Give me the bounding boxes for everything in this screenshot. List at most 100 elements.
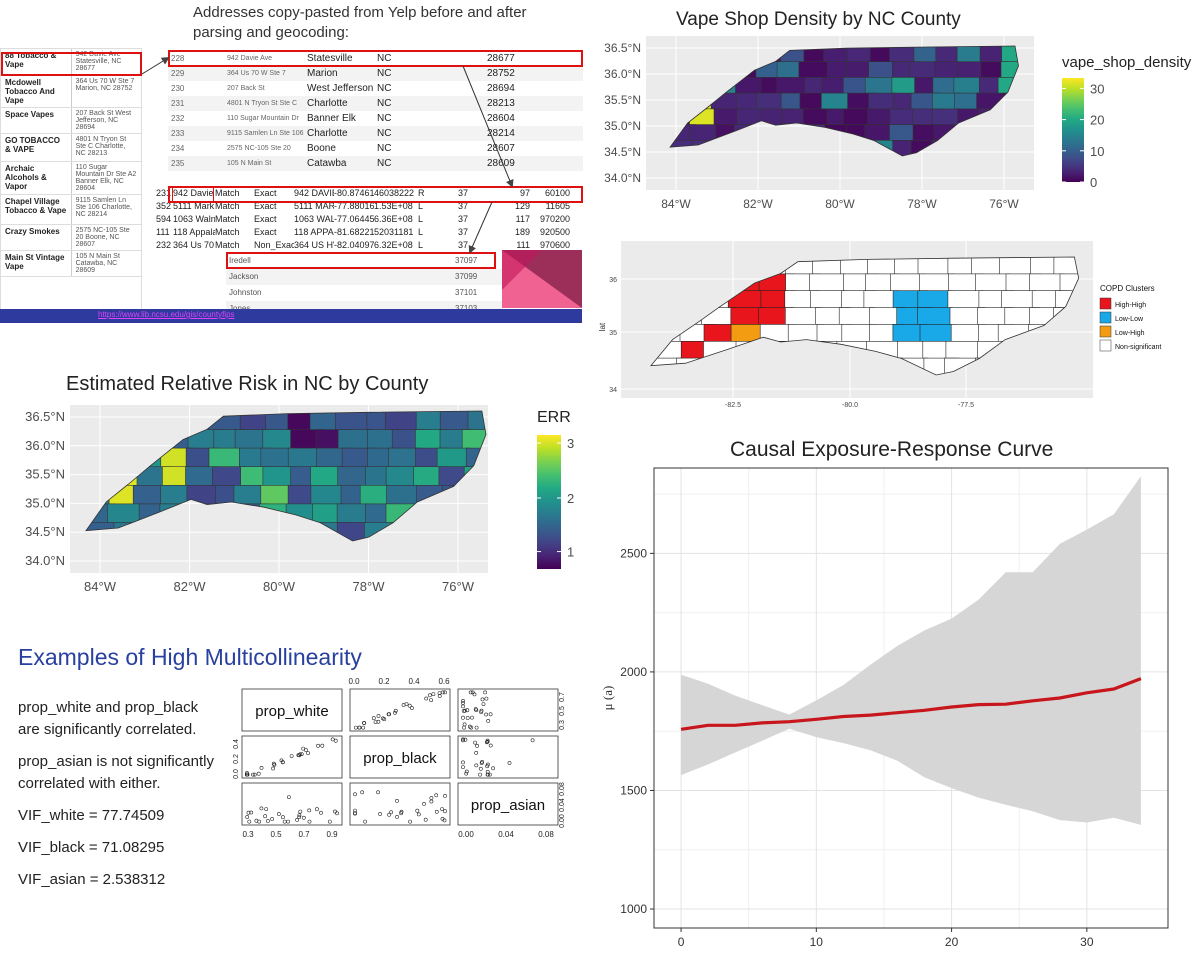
parsed-id: 228 — [171, 54, 185, 63]
y-tick-label: 2000 — [620, 665, 647, 679]
pairs-point — [478, 766, 483, 771]
geo-state-fips: 37 — [458, 201, 469, 211]
mc-line-1: prop_white and prop_black — [18, 699, 199, 716]
parsed-row: 234 2575 NC-105 Ste 20 Boone NC 28607 — [168, 141, 583, 156]
geo-type: Exact — [254, 214, 277, 224]
colorbar-tick-label: 0 — [1090, 175, 1097, 190]
pairs-point — [443, 690, 447, 695]
y-tick-label: 2500 — [620, 546, 647, 560]
pairs-right-tick: 0.5 — [559, 706, 566, 716]
colorbar — [1062, 78, 1084, 182]
pairs-point — [464, 769, 469, 774]
parsed-city: Marion — [307, 68, 338, 79]
pairs-point — [434, 809, 439, 814]
pairs-point — [474, 763, 479, 768]
fips-county: Johnston — [229, 288, 262, 297]
pairs-right-tick: 0.7 — [559, 692, 566, 702]
parsed-zip: 28677 — [487, 53, 515, 64]
pairs-point — [461, 737, 465, 742]
pairs-cell — [457, 735, 559, 779]
geo-lon: -82.04097 — [334, 240, 374, 250]
pairs-point — [469, 725, 474, 730]
geo-type: Non_Exact — [254, 240, 294, 250]
geo-tract: 1.53E+08 — [374, 201, 413, 211]
lat-tick-label: 36 — [609, 277, 617, 284]
listing-row: Archaic Alcohols & Vapor 110 Sugar Mounta… — [1, 161, 141, 195]
pairs-point — [361, 725, 366, 730]
geo-full: 942 DAVIE — [294, 188, 334, 198]
colorbar — [537, 435, 561, 569]
pairs-point — [393, 708, 398, 713]
vif-asian: VIF_asian = 2.538312 — [18, 871, 166, 888]
lon-tick-label: 76°W — [989, 197, 1019, 211]
county-fips-link[interactable]: https://www.lib.ncsu.edu/gis/countyfips — [98, 310, 235, 319]
causal-curve-chart: 0 10 20 30 1000 1500 2000 2500 μ (a) — [600, 467, 1169, 949]
fips-county: Jackson — [229, 272, 259, 281]
lat-tick-label: 34.0°N — [25, 553, 65, 568]
pairs-point — [315, 807, 319, 812]
pairs-point — [280, 760, 285, 765]
parsed-state: NC — [377, 98, 392, 109]
pairs-point — [437, 694, 442, 698]
pairs-right-tick: 0.08 — [559, 782, 566, 796]
parsed-state: NC — [377, 143, 392, 154]
listing-row: GO TOBACCO & VAPE 4801 N Tryon St Ste C C… — [1, 133, 141, 162]
pairs-bottom-tick: 0.7 — [298, 830, 310, 839]
err-map-panel: Estimated Relative Risk in NC by County … — [0, 365, 590, 605]
parsed-state: NC — [377, 83, 392, 94]
parsed-row: 235 105 N Main St Catawba NC 28609 — [168, 156, 583, 171]
colorbar-tick-label: 2 — [567, 491, 574, 506]
listing-address: 364 Us 70 W Ste 7 Marion, NC 28752 — [71, 75, 141, 108]
lat-tick-label: 35.0°N — [25, 495, 65, 510]
lon-tick-label: -82.5 — [725, 402, 741, 409]
pairs-point — [480, 760, 485, 764]
copd-legend-swatch — [1099, 339, 1112, 352]
pairs-point — [465, 708, 470, 713]
geo-tract: 6.32E+08 — [374, 240, 413, 250]
pairs-point — [473, 707, 478, 712]
parsed-id: 231 — [171, 99, 185, 108]
lat-tick-label: 34.5°N — [604, 145, 641, 159]
county-cell — [776, 77, 806, 95]
geo-type: Exact — [254, 188, 277, 198]
geocoded-row: 231 942 Davie Match Exact 942 DAVIE -80.87461… — [156, 187, 586, 200]
pairs-point — [395, 814, 400, 819]
parsed-zip: 28604 — [487, 113, 515, 124]
county-cell — [334, 411, 369, 431]
pairs-point — [259, 806, 264, 811]
pairs-point — [363, 819, 368, 824]
pairs-point — [407, 703, 412, 708]
pairs-cell — [241, 782, 343, 826]
vape-density-map-panel: Vape Shop Density by NC County 36.5°N 36.… — [590, 0, 1200, 230]
pairs-point — [484, 712, 489, 717]
lon-tick-label: 80°W — [825, 197, 855, 211]
county-cell — [838, 307, 875, 326]
pairs-point — [465, 716, 470, 720]
pairs-point — [464, 771, 469, 776]
pairs-point — [488, 743, 493, 748]
geo-block: 970200 — [539, 214, 570, 224]
pairs-point — [485, 772, 490, 777]
x-tick-label: 0 — [678, 935, 685, 949]
pairs-point — [461, 715, 465, 720]
listing-row: Mcdowell Tobacco And Vape 364 Us 70 W Ste… — [1, 75, 141, 108]
parsed-street: 942 Davie Ave — [227, 55, 273, 62]
copd-legend-label: Low-High — [1115, 330, 1145, 337]
listing-name: Main St Vintage Vape — [1, 250, 72, 277]
county-cell — [384, 411, 419, 431]
vape-map-plot: 36.5°N 36.0°N 35.5°N 35.0°N 34.5°N 34.0°N 84°W… — [604, 36, 1104, 211]
lat-tick-label: 36.0°N — [25, 438, 65, 453]
geo-county-fips: 129 — [514, 201, 530, 211]
listing-address: 110 Sugar Mountain Dr Ste A2 Banner Elk,… — [71, 161, 141, 195]
parsed-street: 364 Us 70 W Ste 7 — [227, 70, 286, 77]
pairs-point — [474, 751, 479, 755]
parsed-street: 4801 N Tryon St Ste C — [227, 100, 298, 107]
colorbar-tick-label: 1 — [567, 545, 574, 560]
geo-full: 5111 MARI — [294, 201, 334, 211]
county-cell — [821, 92, 851, 111]
geo-address: 5111 Mark — [173, 201, 215, 211]
parsed-state: NC — [377, 158, 392, 169]
county-cell — [785, 307, 821, 326]
fips-code: 37101 — [455, 288, 478, 297]
plot-frame — [653, 467, 1169, 929]
